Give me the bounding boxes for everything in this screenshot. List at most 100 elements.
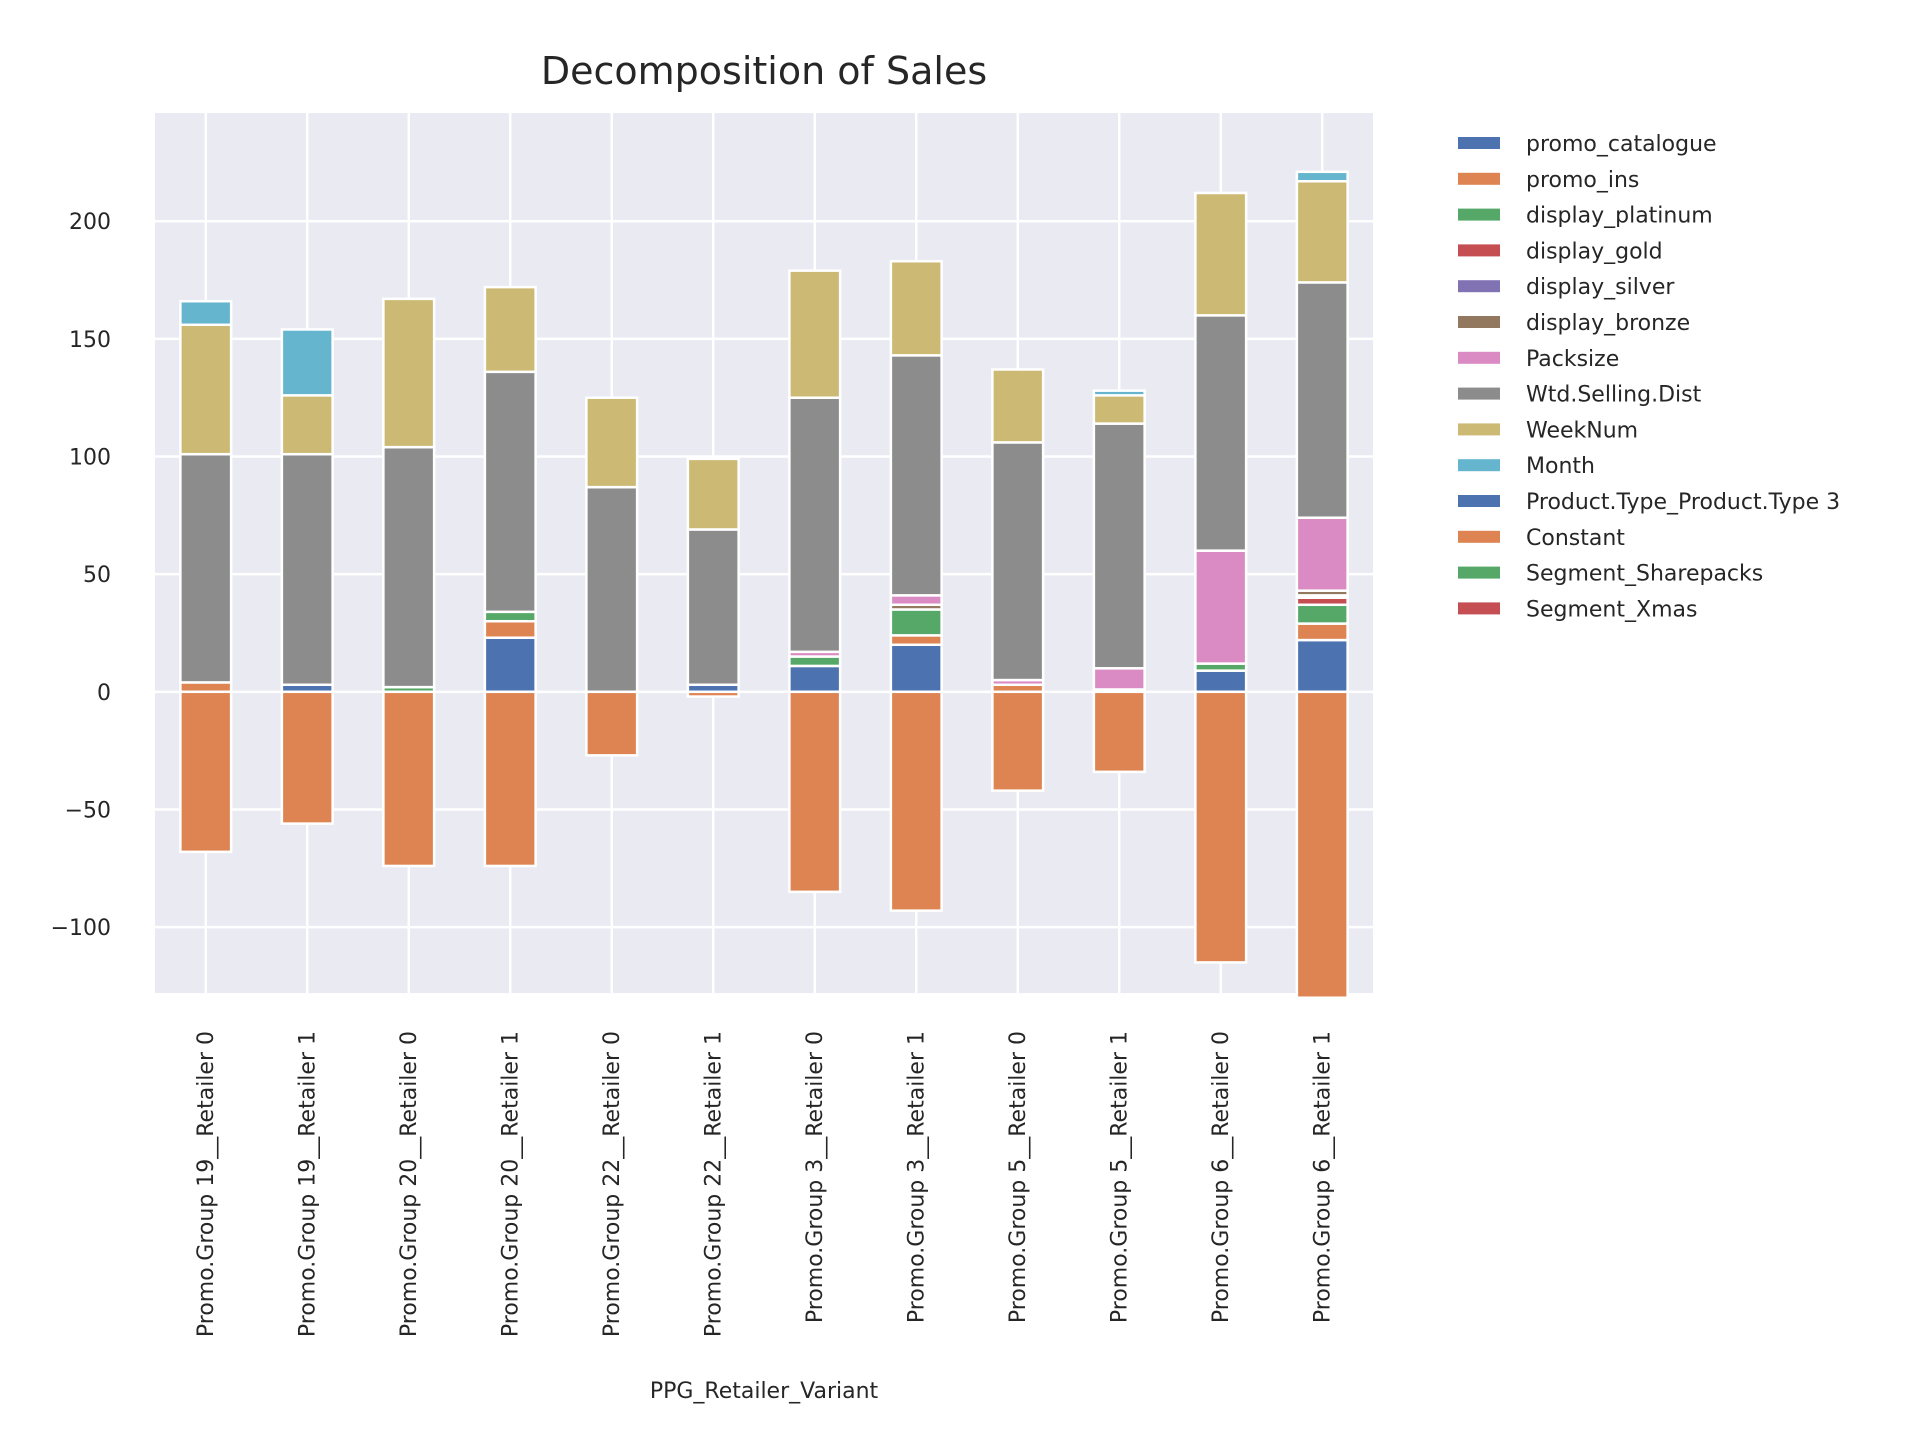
legend-label-display-bronze: display_bronze (1526, 311, 1690, 336)
x-axis: Promo.Group 19__Retailer 0 Promo.Group 19… (194, 1031, 1336, 1337)
legend-swatch-display-bronze (1458, 316, 1500, 328)
bar-weeknum (1295, 179, 1349, 284)
bar-weeknum (889, 259, 943, 357)
bar-wtd-selling-dist (991, 441, 1045, 682)
bar-promo-ins (179, 681, 233, 694)
bar-weeknum (1092, 394, 1146, 425)
bar-display-platinum (1295, 603, 1349, 625)
bar-wtd-selling-dist (280, 452, 334, 687)
y-tick-label: −100 (51, 916, 111, 941)
bar-constant (1194, 690, 1248, 964)
x-tick-label: Promo.Group 3__Retailer 0 (803, 1031, 828, 1323)
bar-weeknum (1194, 191, 1248, 317)
y-tick-label: 150 (69, 328, 111, 353)
bar-weeknum (788, 269, 842, 399)
bar-constant (280, 690, 334, 825)
legend: promo_catalogue promo_ins display_platinum… (1458, 132, 1840, 622)
legend-swatch-promo-ins (1458, 172, 1500, 185)
bar-constant (382, 690, 436, 868)
legend-label-segment-xmas: Segment_Xmas (1526, 597, 1697, 622)
bar-wtd-selling-dist (179, 452, 233, 684)
x-tick-label: Promo.Group 19__Retailer 0 (194, 1031, 219, 1337)
bar-wtd-selling-dist (788, 396, 842, 654)
legend-label-product-type-product-type-3: Product.Type_Product.Type 3 (1526, 490, 1840, 515)
legend-label-display-silver: display_silver (1526, 275, 1675, 300)
bar-wtd-selling-dist (585, 485, 639, 694)
legend-label-weeknum: WeekNum (1526, 418, 1638, 443)
bar-month (179, 299, 233, 327)
legend-label-promo-catalogue: promo_catalogue (1526, 132, 1717, 157)
bar-wtd-selling-dist (1295, 281, 1349, 519)
bar-display-platinum (788, 655, 842, 668)
bar-promo-catalogue (1295, 638, 1349, 694)
bar-weeknum (686, 457, 740, 531)
legend-swatch-packsize (1458, 351, 1500, 364)
bar-packsize (1194, 549, 1248, 665)
bar-constant (788, 690, 842, 894)
x-tick-label: Promo.Group 6__Retailer 0 (1209, 1031, 1234, 1323)
y-tick-label: 0 (97, 681, 111, 706)
bar-constant (1092, 690, 1146, 774)
x-tick-label: Promo.Group 19__Retailer 1 (295, 1031, 320, 1337)
legend-swatch-display-platinum (1458, 208, 1500, 221)
bar-constant (179, 690, 233, 854)
x-tick-label: Promo.Group 20__Retailer 0 (397, 1031, 422, 1337)
legend-label-month: Month (1526, 454, 1595, 479)
y-axis: −100 −50 0 50 100 150 200 (51, 210, 111, 941)
bar-constant (483, 690, 537, 868)
x-tick-label: Promo.Group 3__Retailer 1 (904, 1031, 929, 1323)
bar-wtd-selling-dist (1194, 314, 1248, 552)
bar-display-platinum (483, 610, 537, 623)
bar-constant (1295, 690, 1349, 999)
x-axis-label: PPG_Retailer_Variant (650, 1379, 879, 1404)
bar-display-platinum (889, 608, 943, 637)
legend-swatch-product-type-product-type-3 (1458, 495, 1500, 507)
legend-swatch-weeknum (1458, 423, 1500, 436)
bar-constant (889, 690, 943, 912)
x-tick-label: Promo.Group 22__Retailer 0 (600, 1031, 625, 1337)
bar-wtd-selling-dist (1092, 422, 1146, 670)
x-tick-label: Promo.Group 5__Retailer 1 (1107, 1031, 1132, 1323)
y-tick-label: 50 (83, 563, 111, 588)
bar-promo-catalogue (1194, 669, 1248, 694)
legend-label-wtd-selling-dist: Wtd.Selling.Dist (1526, 383, 1702, 408)
bar-packsize (1092, 667, 1146, 691)
bar-promo-ins (889, 634, 943, 647)
legend-label-packsize: Packsize (1526, 347, 1619, 372)
bar-promo-ins (1295, 622, 1349, 642)
legend-swatch-wtd-selling-dist (1458, 387, 1500, 400)
legend-swatch-segment-xmas (1458, 602, 1500, 615)
legend-swatch-display-gold (1458, 244, 1500, 257)
legend-label-display-gold: display_gold (1526, 239, 1663, 264)
legend-swatch-promo-catalogue (1458, 137, 1500, 149)
bar-weeknum (280, 394, 334, 456)
bar-promo-catalogue (889, 643, 943, 694)
x-tick-label: Promo.Group 22__Retailer 1 (701, 1031, 726, 1337)
x-tick-label: Promo.Group 5__Retailer 0 (1006, 1031, 1031, 1323)
bar-weeknum (179, 323, 233, 456)
legend-swatch-month (1458, 459, 1500, 472)
legend-swatch-constant (1458, 530, 1500, 543)
bar-month (1295, 170, 1349, 183)
bar-month (1092, 389, 1146, 397)
plot-area (155, 113, 1373, 993)
bar-constant (585, 690, 639, 757)
bar-month (280, 328, 334, 397)
legend-label-display-platinum: display_platinum (1526, 204, 1713, 229)
legend-swatch-display-silver (1458, 280, 1500, 293)
legend-swatch-segment-sharepacks (1458, 566, 1500, 579)
legend-label-promo-ins: promo_ins (1526, 168, 1639, 193)
bars (179, 170, 1349, 999)
bar-weeknum (382, 297, 436, 449)
bar-promo-catalogue (788, 664, 842, 694)
bar-packsize (1295, 516, 1349, 592)
bar-constant (991, 690, 1045, 792)
bar-packsize (889, 594, 943, 607)
x-tick-label: Promo.Group 20__Retailer 1 (498, 1031, 523, 1337)
bar-promo-ins (483, 619, 537, 639)
legend-label-segment-sharepacks: Segment_Sharepacks (1526, 562, 1763, 587)
bar-weeknum (483, 285, 537, 374)
legend-label-constant: Constant (1526, 526, 1625, 551)
